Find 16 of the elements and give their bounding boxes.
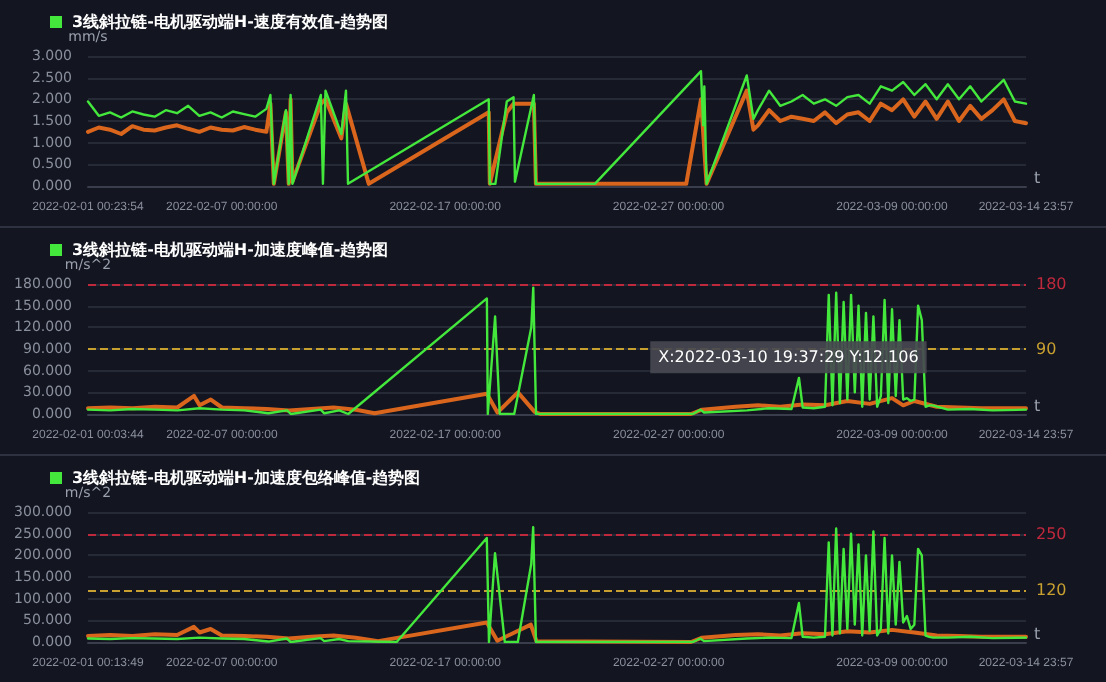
line-series — [86, 620, 1028, 644]
annotation: X:2022-03-10 19:37:29 Y:12.106 — [658, 348, 919, 367]
line-series — [86, 525, 1028, 644]
legend-label: 3线斜拉链-电机驱动端H-加速度包络峰值-趋势图 — [72, 467, 421, 487]
ref-line-label: 250 — [1036, 524, 1067, 543]
line-series — [86, 69, 1028, 186]
ref-line-label: 90 — [1036, 340, 1057, 358]
line-series — [86, 390, 1028, 416]
x-axis-title: t — [1034, 397, 1041, 415]
ref-line-label: 120 — [1036, 581, 1067, 599]
legend-label: 3线斜拉链-电机驱动端H-速度有效值-趋势图 — [72, 11, 389, 31]
x-axis-title: t — [1034, 625, 1041, 643]
x-axis-title: t — [1034, 169, 1041, 187]
line-series — [86, 88, 1028, 186]
legend-label: 3线斜拉链-电机驱动端H-加速度峰值-趋势图 — [72, 239, 389, 259]
ref-line-label: 180 — [1036, 275, 1067, 293]
